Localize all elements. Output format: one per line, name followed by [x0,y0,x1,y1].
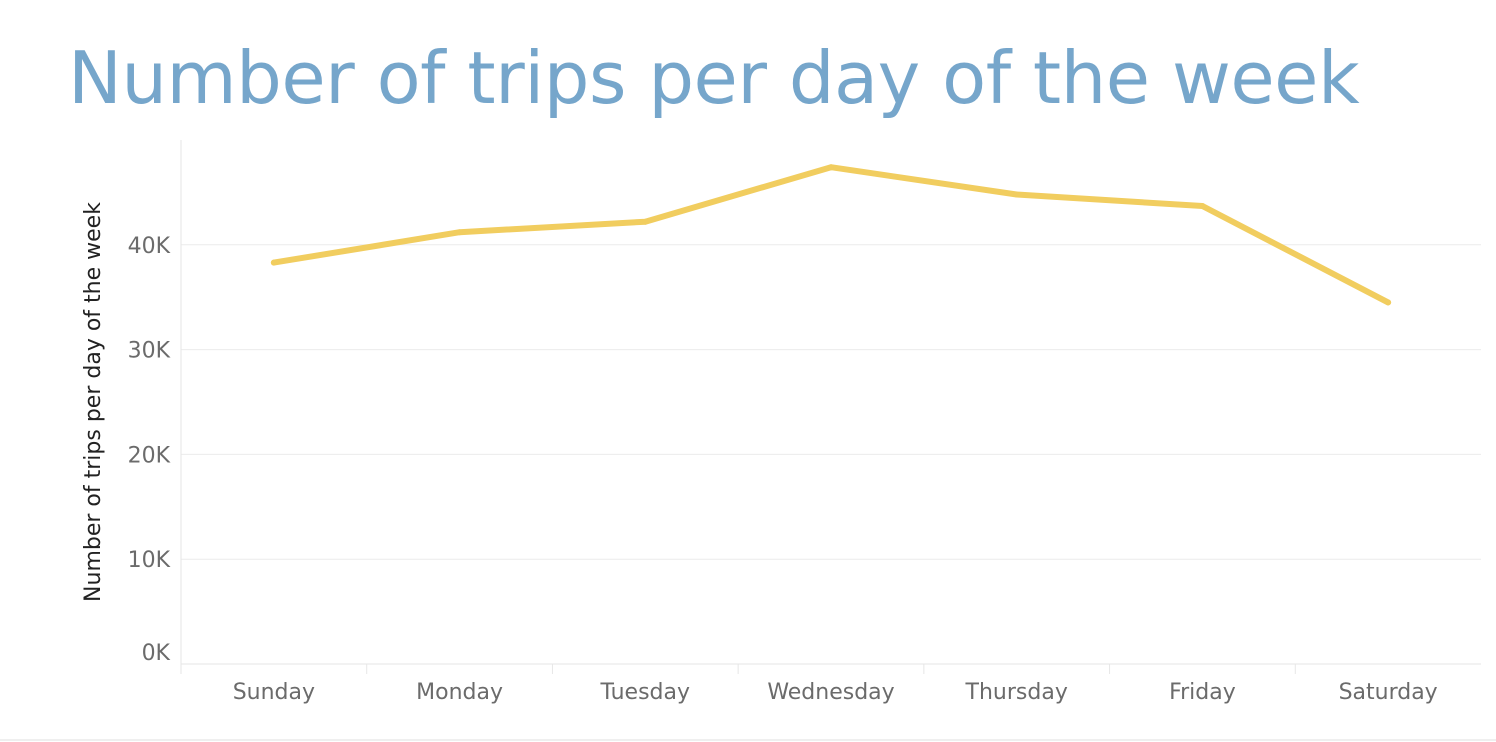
x-tick-label-monday: Monday [416,680,503,705]
y-tick-label: 40K [128,234,171,259]
y-tick-label: 0K [142,641,171,666]
chart-title: Number of trips per day of the week [68,36,1360,120]
series [270,164,1392,306]
x-tick-label-thursday: Thursday [965,680,1068,705]
series-line [270,164,1392,306]
data-point-tuesday[interactable] [642,218,649,225]
data-point-wednesday[interactable] [828,164,834,171]
y-axis-title: Number of trips per day of the week [81,202,106,602]
y-tick-label: 20K [128,443,171,468]
y-tick-label: 10K [128,548,171,573]
data-point-friday[interactable] [1199,203,1206,210]
gridlines [181,244,1481,560]
bottom-border [0,739,1496,741]
y-tick-label: 30K [128,339,171,364]
data-point-saturday[interactable] [1385,299,1392,306]
data-point-sunday[interactable] [270,259,277,266]
data-point-monday[interactable] [456,229,463,236]
axes [180,140,1481,674]
y-tick-labels: 0K 10K 20K 30K 40K [128,234,171,666]
x-tick-label-saturday: Saturday [1339,680,1438,705]
x-tick-label-sunday: Sunday [233,680,315,705]
x-tick-label-wednesday: Wednesday [767,680,894,705]
x-tick-label-tuesday: Tuesday [600,680,691,705]
x-tick-labels: Sunday Monday Tuesday Wednesday Thursday Frid… [233,664,1438,705]
data-point-thursday[interactable] [1013,191,1020,198]
x-tick-label-friday: Friday [1169,680,1236,705]
